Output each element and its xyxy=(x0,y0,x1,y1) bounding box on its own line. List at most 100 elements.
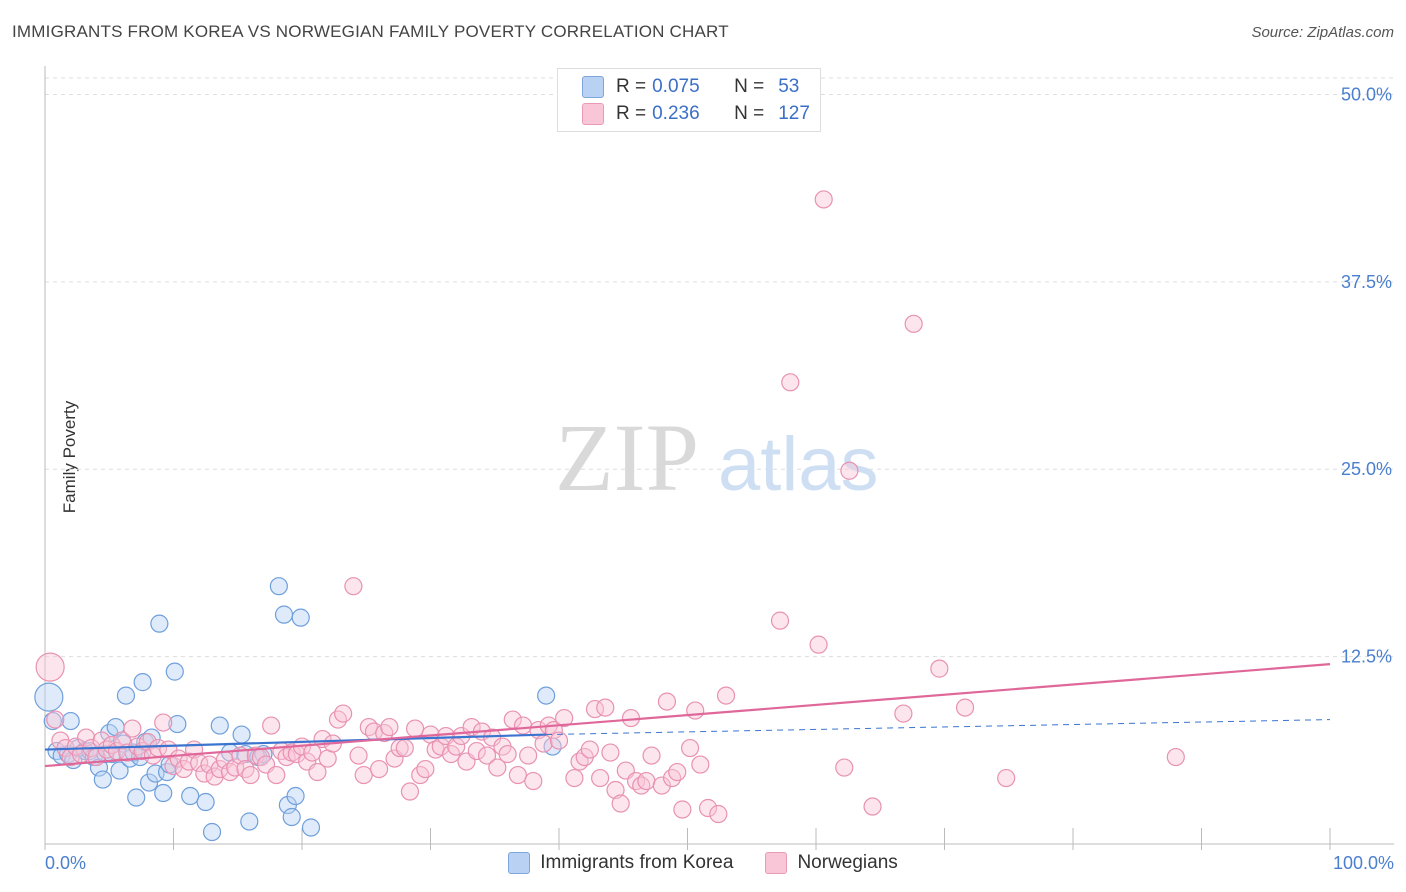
norwegian-point xyxy=(483,728,502,747)
norwegian-point xyxy=(328,710,348,729)
norwegian-point xyxy=(580,740,599,759)
y-tick-label: 50.0% xyxy=(1341,84,1392,104)
norwegian-point xyxy=(354,765,373,785)
korea-point xyxy=(196,792,215,812)
norwegian-point xyxy=(652,776,671,795)
norwegian-point xyxy=(241,765,260,785)
norwegian-point xyxy=(262,716,281,735)
norwegian-point xyxy=(691,755,710,774)
legend-n-label: N = xyxy=(734,76,765,97)
norwegian-point xyxy=(814,190,833,209)
norwegian-point xyxy=(863,797,882,816)
legend-n-value: 127 xyxy=(778,103,810,124)
norwegian-point xyxy=(123,719,142,738)
legend-swatch-korea xyxy=(508,852,531,874)
norwegian-point xyxy=(673,800,692,819)
legend-swatch-norwegians xyxy=(582,103,604,125)
korea-point xyxy=(116,686,136,705)
norwegian-point xyxy=(267,765,286,785)
norwegian-point xyxy=(349,746,368,765)
korea-point xyxy=(269,577,288,596)
norwegian-point xyxy=(344,577,363,596)
legend-row-norwegians: R = 0.236 N = 127 xyxy=(582,102,810,126)
korea-point xyxy=(61,711,80,731)
norwegian-point xyxy=(405,719,425,738)
norwegian-point xyxy=(668,762,687,782)
data-points xyxy=(34,190,1185,842)
legend-item-korea[interactable]: Immigrants from Korea xyxy=(508,852,733,874)
norwegian-point xyxy=(601,743,620,762)
norwegian-trend-line xyxy=(44,663,1331,768)
norwegian-point xyxy=(840,461,859,480)
norwegian-point xyxy=(716,686,736,705)
norwegian-point xyxy=(549,731,569,750)
norwegian-point xyxy=(375,723,394,743)
legend-swatch-norwegians xyxy=(765,852,788,874)
korea-point xyxy=(301,818,321,837)
legend-label-norwegians: Norwegians xyxy=(797,852,898,873)
legend-item-norwegians[interactable]: Norwegians xyxy=(765,852,898,874)
norwegian-point xyxy=(92,731,111,750)
norwegian-point xyxy=(555,708,574,728)
norwegian-point xyxy=(524,771,543,791)
norwegian-point xyxy=(781,373,800,392)
legend-label-korea: Immigrants from Korea xyxy=(540,852,734,873)
norwegian-point xyxy=(606,780,625,800)
norwegian-point xyxy=(46,710,65,729)
legend-row-korea: R = 0.075 N = 53 xyxy=(582,75,799,99)
axes xyxy=(44,66,1394,850)
grid-lines xyxy=(45,77,1394,658)
norwegian-point xyxy=(334,704,353,723)
norwegian-point xyxy=(596,698,615,717)
norwegian-point xyxy=(642,746,661,765)
norwegian-point xyxy=(662,768,682,788)
y-tick-label: 25.0% xyxy=(1341,459,1392,479)
korea-point xyxy=(127,788,146,807)
y-tick-label: 37.5% xyxy=(1341,272,1392,292)
korea-trend-extension xyxy=(546,719,1331,736)
norwegian-point xyxy=(637,771,656,791)
norwegian-point xyxy=(102,735,121,755)
korea-point xyxy=(168,714,187,734)
norwegian-point xyxy=(210,759,229,779)
korea-point xyxy=(150,614,169,633)
y-tick-label: 12.5% xyxy=(1341,647,1392,667)
korea-point xyxy=(232,725,251,744)
x-tick-label: 0.0% xyxy=(45,853,86,873)
legend-r-value: 0.236 xyxy=(652,103,700,124)
legend-r-label: R = xyxy=(616,76,647,97)
legend-n-label: N = xyxy=(734,103,765,124)
norwegian-point xyxy=(498,744,517,764)
korea-point xyxy=(133,673,152,692)
series-korea-points xyxy=(34,577,562,842)
norwegian-point xyxy=(508,765,527,785)
norwegian-point xyxy=(154,713,173,732)
trend-lines xyxy=(44,663,1331,768)
watermark-zip: ZIP xyxy=(555,404,699,511)
legend-n-value: 53 xyxy=(778,76,800,97)
norwegian-point xyxy=(380,717,399,737)
korea-point xyxy=(537,686,556,705)
norwegian-point xyxy=(904,314,923,333)
norwegian-point xyxy=(416,759,435,779)
korea-point xyxy=(154,783,173,803)
norwegian-point xyxy=(894,704,913,723)
norwegian-point xyxy=(395,738,414,758)
norwegian-point xyxy=(770,611,790,630)
norwegian-point xyxy=(565,768,584,788)
norwegian-point xyxy=(709,804,728,824)
x-tick-label: 100.0% xyxy=(1333,853,1394,873)
korea-point xyxy=(34,682,64,712)
norwegian-point xyxy=(370,759,389,779)
norwegian-point xyxy=(809,635,828,654)
norwegian-point xyxy=(698,798,718,818)
norwegian-point xyxy=(112,731,132,750)
norwegian-point xyxy=(467,741,486,761)
norwegian-point xyxy=(308,762,327,782)
norwegian-point xyxy=(513,716,533,735)
stats-legend: R = 0.075 N = 53 R = 0.236 N = 127 xyxy=(557,68,821,132)
korea-point xyxy=(110,761,129,780)
norwegian-point xyxy=(591,768,610,788)
norwegian-point xyxy=(400,782,420,801)
norwegian-point xyxy=(1166,747,1185,767)
